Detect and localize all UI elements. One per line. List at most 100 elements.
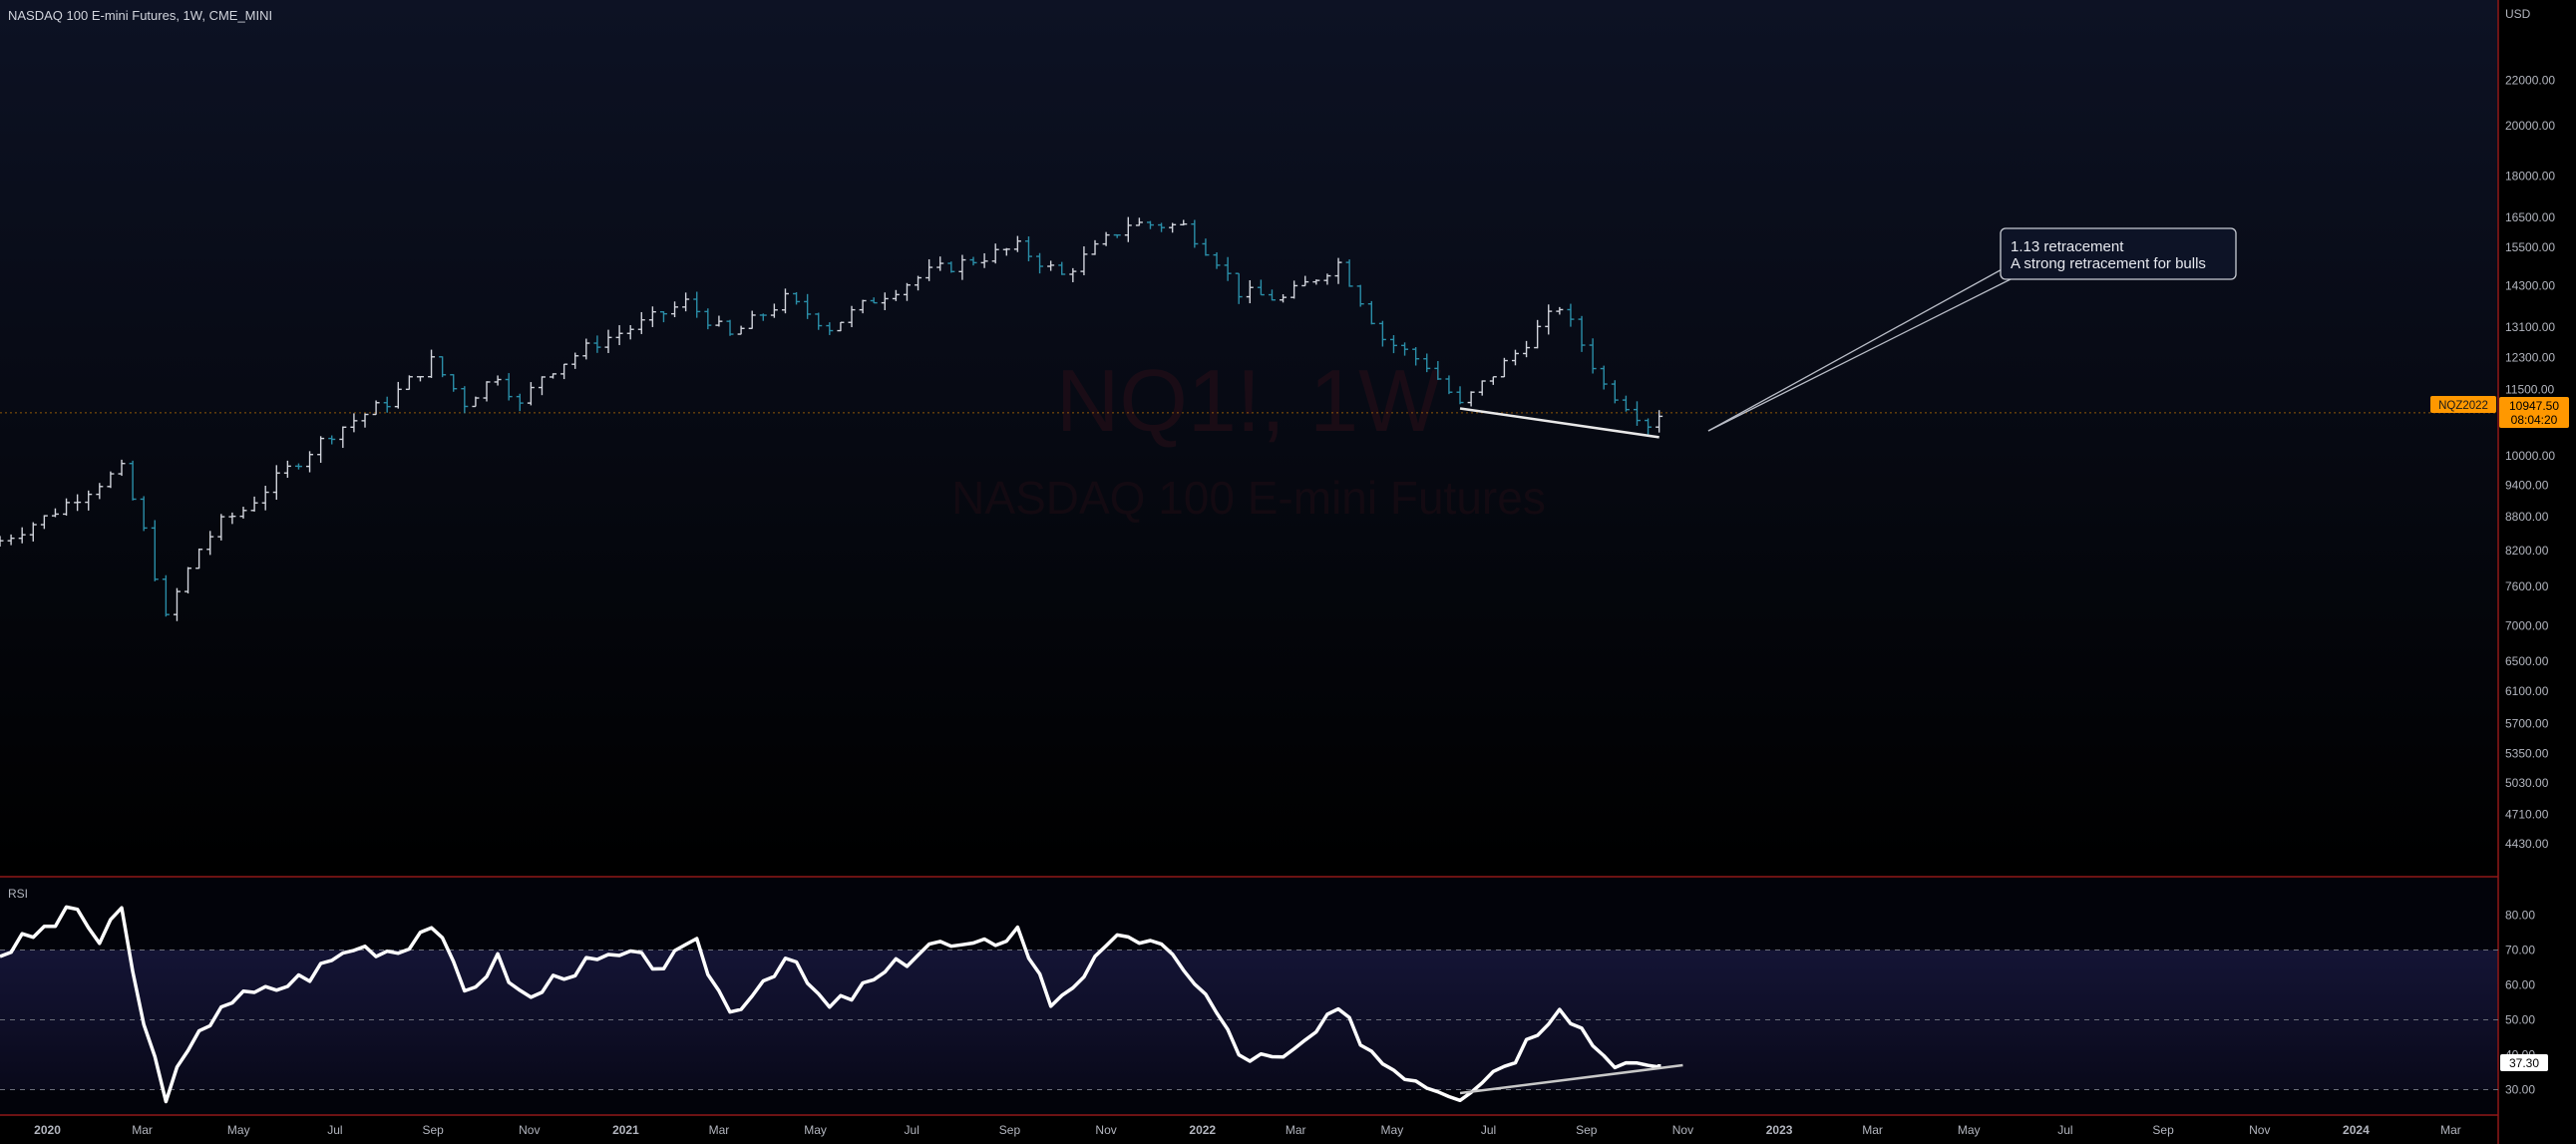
ohlc-bar bbox=[571, 352, 579, 369]
last-price-value: 10947.50 bbox=[2509, 399, 2559, 413]
time-axis-ticks[interactable]: 2020 Mar May Jul Sep Nov 2021 Mar May Jul Sep Nov 20… bbox=[34, 1123, 2461, 1137]
time-tick-label: Mar bbox=[2440, 1123, 2461, 1137]
ohlc-bar bbox=[881, 292, 889, 310]
time-tick-label: Sep bbox=[422, 1123, 444, 1137]
ohlc-bar bbox=[1334, 257, 1342, 284]
ohlc-bars bbox=[0, 216, 1663, 621]
rsi-current-badge[interactable] bbox=[2500, 1054, 2548, 1071]
ohlc-bar bbox=[294, 463, 302, 470]
ohlc-bar bbox=[1058, 261, 1066, 275]
price-tick-label: 7000.00 bbox=[2505, 618, 2549, 632]
ohlc-bar bbox=[826, 322, 834, 335]
symbol-title[interactable]: NASDAQ 100 E-mini Futures, 1W, CME_MINI bbox=[8, 8, 272, 23]
ohlc-bar bbox=[1534, 319, 1542, 349]
time-tick-label: Sep bbox=[999, 1123, 1021, 1137]
time-axis-background bbox=[0, 1115, 2498, 1144]
ohlc-bar bbox=[1080, 246, 1088, 275]
price-trendline[interactable] bbox=[1459, 407, 1659, 439]
ohlc-bar bbox=[1633, 401, 1641, 426]
watermark-symbol: NQ1!, 1W bbox=[1056, 351, 1441, 450]
last-price-countdown: 08:04:20 bbox=[2511, 413, 2558, 427]
rsi-tick-label: 60.00 bbox=[2505, 978, 2535, 992]
ohlc-bar bbox=[1213, 251, 1221, 269]
ohlc-bar bbox=[1589, 338, 1597, 374]
callout-box[interactable] bbox=[2000, 227, 2237, 280]
ohlc-bar bbox=[1301, 275, 1309, 287]
time-tick-label: 2022 bbox=[1189, 1123, 1216, 1137]
rsi-line bbox=[0, 905, 1661, 1104]
ohlc-bar bbox=[505, 373, 513, 401]
price-tick-label: 12300.00 bbox=[2505, 350, 2555, 364]
time-tick-label: Sep bbox=[1576, 1123, 1598, 1137]
ohlc-bar bbox=[228, 512, 236, 525]
ohlc-bar bbox=[472, 396, 480, 408]
price-axis-ticks[interactable]: 22000.00 20000.00 18000.00 16500.00 15500.00… bbox=[2505, 74, 2555, 851]
ohlc-bar bbox=[1500, 357, 1508, 378]
ohlc-bar bbox=[659, 310, 667, 323]
price-tick-label: 6500.00 bbox=[2505, 654, 2549, 668]
currency-label[interactable]: USD bbox=[2505, 7, 2531, 21]
ohlc-bar bbox=[416, 375, 424, 382]
ohlc-bar bbox=[162, 574, 170, 617]
ohlc-bar bbox=[1312, 279, 1320, 285]
ohlc-bar bbox=[250, 496, 258, 512]
ohlc-bar bbox=[1036, 252, 1044, 274]
ohlc-bar bbox=[1611, 380, 1619, 404]
ohlc-bar bbox=[461, 386, 469, 414]
ohlc-bar bbox=[1202, 238, 1210, 256]
ohlc-bar bbox=[405, 375, 413, 391]
contract-label-badge[interactable] bbox=[2430, 396, 2496, 413]
time-tick-label: Sep bbox=[2152, 1123, 2174, 1137]
price-tick-label: 22000.00 bbox=[2505, 74, 2555, 88]
time-tick-label: Mar bbox=[1862, 1123, 1883, 1137]
ohlc-bar bbox=[483, 381, 491, 402]
time-tick-label: May bbox=[804, 1123, 827, 1137]
price-tick-label: 10000.00 bbox=[2505, 449, 2555, 463]
ohlc-bar bbox=[1345, 259, 1353, 287]
ohlc-bar bbox=[306, 451, 314, 473]
ohlc-bar bbox=[870, 297, 878, 304]
time-tick-label: Nov bbox=[1095, 1123, 1116, 1137]
ohlc-bar bbox=[1567, 303, 1575, 327]
ohlc-bar bbox=[1556, 306, 1564, 315]
ohlc-bar bbox=[991, 243, 999, 264]
ohlc-bar bbox=[1069, 267, 1077, 282]
ohlc-bar bbox=[615, 325, 623, 346]
ohlc-bar bbox=[759, 313, 767, 321]
time-tick-label: Nov bbox=[519, 1123, 540, 1137]
ohlc-bar bbox=[372, 400, 380, 416]
ohlc-bar bbox=[1511, 349, 1519, 366]
ohlc-bar bbox=[1002, 247, 1010, 256]
ohlc-bar bbox=[1445, 375, 1453, 395]
time-tick-label: Mar bbox=[132, 1123, 153, 1137]
ohlc-bar bbox=[1169, 222, 1177, 233]
ohlc-bar bbox=[1356, 284, 1364, 307]
ohlc-bar bbox=[925, 258, 933, 281]
ohlc-bar bbox=[129, 460, 137, 501]
time-tick-label: Nov bbox=[2249, 1123, 2270, 1137]
rsi-label[interactable]: RSI bbox=[8, 887, 28, 901]
rsi-trendline[interactable] bbox=[1459, 1063, 1683, 1095]
ohlc-bar bbox=[848, 305, 856, 328]
rsi-tick-label: 80.00 bbox=[2505, 909, 2535, 923]
ohlc-bar bbox=[1246, 279, 1254, 304]
ohlc-bar bbox=[969, 256, 977, 266]
time-tick-label: Jul bbox=[2057, 1123, 2072, 1137]
ohlc-bar bbox=[184, 567, 192, 593]
ohlc-bar bbox=[538, 376, 546, 396]
time-tick-label: May bbox=[1958, 1123, 1981, 1137]
ohlc-bar bbox=[107, 471, 115, 489]
ohlc-bar bbox=[1268, 289, 1276, 301]
ohlc-bar bbox=[1191, 219, 1199, 248]
price-tick-label: 5350.00 bbox=[2505, 747, 2549, 761]
ohlc-bar bbox=[516, 393, 524, 412]
watermark-description: NASDAQ 100 E-mini Futures bbox=[951, 472, 1546, 524]
ohlc-bar bbox=[173, 587, 181, 621]
ohlc-bar bbox=[671, 301, 679, 318]
last-price-badge[interactable] bbox=[2499, 397, 2569, 428]
price-tick-label: 16500.00 bbox=[2505, 210, 2555, 224]
rsi-tick-label: 30.00 bbox=[2505, 1083, 2535, 1097]
ohlc-bar bbox=[118, 459, 126, 477]
time-tick-label: May bbox=[227, 1123, 250, 1137]
